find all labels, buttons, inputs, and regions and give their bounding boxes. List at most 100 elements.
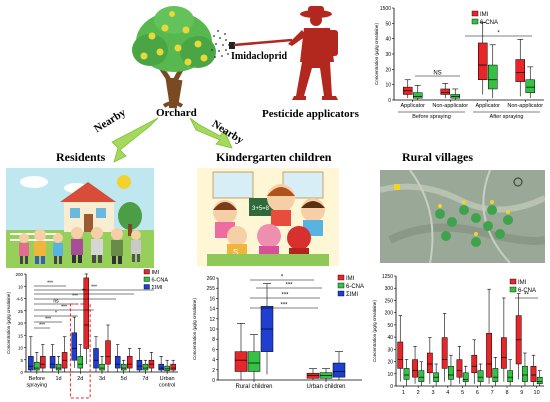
legend-label: 6-CNA [518, 288, 536, 294]
x-category-label: 3d [99, 376, 105, 382]
x-category-label: Non-applicator [507, 103, 543, 109]
x-category-label: control [159, 383, 176, 389]
y-tick-label: 25 [18, 309, 24, 314]
y-tick-label: 5 [20, 358, 23, 363]
legend-swatch [509, 286, 517, 293]
significance-label: * [281, 275, 284, 281]
box-IMI [441, 337, 448, 369]
legend-swatch [143, 276, 150, 282]
y-tick-label: 10 [209, 327, 215, 333]
y-tick-label: 20 [385, 67, 391, 73]
box-6-CNA [413, 92, 423, 99]
pesticide-applicator-silhouette [233, 6, 338, 100]
kindergarten-boxplot-chart: 0 2 4 6 8 10 12 14 16 255 260 Concentration (μg/g c… [192, 274, 364, 391]
residents-title: Residents [56, 150, 106, 164]
legend-label: ΣIMI [346, 292, 358, 298]
x-category-label: 5d [121, 376, 127, 382]
y-tick-label: 50 [387, 323, 393, 329]
box-ΣIMI [114, 356, 121, 369]
significance-label: *** [281, 293, 289, 299]
significance-label: *** [61, 305, 67, 311]
y-tick-label: 40 [387, 335, 393, 341]
box-IMI [456, 359, 463, 378]
legend-swatch [471, 18, 479, 25]
box-ΣIMI [71, 332, 78, 361]
y-tick-label: 30 [385, 52, 391, 58]
significance-label: *** [47, 281, 53, 287]
y-tick-label: 20 [18, 321, 24, 326]
nearby-arrow-right [189, 117, 233, 149]
box-6-CNA [99, 363, 105, 371]
box-6-CNA [488, 64, 498, 90]
significance-label: * [55, 311, 57, 317]
x-category-label: 6 [476, 390, 479, 396]
legend-swatch [337, 290, 345, 297]
box-6-CNA [477, 370, 484, 382]
y-tick-label: 6 [212, 347, 215, 353]
box-IMI [426, 352, 433, 374]
box-6-CNA [448, 365, 454, 380]
legend-label: 6-CNA [346, 284, 364, 290]
y-tick-label: 20 [387, 360, 393, 366]
legend-swatch [143, 284, 150, 290]
significance-label: ** [524, 293, 529, 299]
box-6-CNA [507, 370, 514, 382]
box-IMI [126, 356, 133, 369]
compass-icon [513, 177, 523, 187]
box-IMI [530, 365, 537, 382]
box-IMI [234, 351, 248, 372]
box-6-CNA [120, 363, 127, 371]
box-IMI [170, 363, 176, 371]
legend-label: IMI [346, 276, 355, 282]
legend-swatch [337, 274, 345, 281]
box-6-CNA [522, 365, 528, 382]
box-IMI [412, 359, 418, 378]
legend-label: IMI [152, 270, 160, 276]
legend-label: 6-CNA [152, 278, 169, 284]
box-IMI [515, 59, 525, 82]
x-category-label: 9 [520, 390, 523, 396]
y-tick-label: 10 [18, 346, 24, 351]
x-category-label: Applicator [476, 103, 501, 109]
y-tick-label: 16 [209, 296, 215, 302]
y-tick-label: 250 [385, 298, 394, 304]
y-tick-label: 0 [212, 378, 215, 384]
svg-text:3+5=8: 3+5=8 [252, 206, 270, 212]
y-tick-label: 300 [385, 286, 394, 292]
y-tick-label: 10 [18, 284, 24, 289]
significance-label: * [497, 31, 500, 37]
x-category-label: 10 [534, 390, 540, 396]
y-tick-label: 8 [212, 337, 215, 343]
significance-label: ns [53, 299, 59, 305]
kindergarten-title: Kindergarten children [216, 150, 332, 164]
y-tick-label: 0 [20, 370, 23, 375]
legend-swatch [471, 10, 479, 17]
y-tick-label: 200 [15, 272, 23, 277]
box-6-CNA [492, 368, 499, 382]
box-6-CNA [34, 361, 40, 371]
supergroup-label: Before spraying [412, 114, 451, 120]
legend-swatch [337, 282, 345, 289]
legend-label: ΣIMI [152, 285, 164, 291]
y-tick-label: 10 [387, 372, 393, 378]
y-tick-label: 200 [385, 311, 394, 317]
x-category-label: Applicator [401, 103, 426, 109]
box-IMI [83, 277, 90, 349]
box-IMI [397, 341, 404, 369]
y-axis-label: Concentration (μg/g creatinine) [372, 300, 377, 362]
residents-people [19, 227, 141, 264]
significance-label: ** [82, 289, 86, 295]
significance-label: *** [45, 317, 51, 323]
nearby-arrow-left [111, 117, 159, 163]
rural-villages-title: Rural villages [402, 150, 473, 164]
box-6-CNA [247, 351, 261, 372]
y-tick-label: 50 [385, 21, 391, 27]
residents-boxplot-chart: 0 5 10 15 20 25 4-5 10 200 Concentration (μg/g cr… [6, 269, 178, 399]
box-IMI [478, 42, 488, 81]
x-category-label: Urban [160, 376, 175, 382]
x-category-label: 7d [142, 376, 148, 382]
kindergarten-illustration: 3+5=8 S [197, 168, 339, 266]
y-axis-label: Concentration (μg/g creatinine) [192, 298, 197, 360]
residents-illustration [6, 168, 154, 268]
legend-swatch [509, 278, 517, 285]
